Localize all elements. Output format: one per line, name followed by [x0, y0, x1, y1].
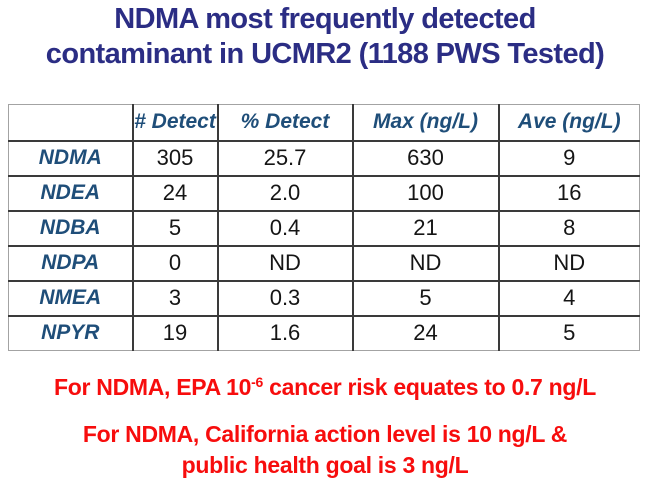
- row-label: NPYR: [8, 314, 134, 351]
- cell-pct-detect: 1.6: [216, 314, 354, 351]
- table-row-ndba: NDBA 5 0.4 21 8: [8, 209, 640, 247]
- cell-ave: 9: [497, 139, 640, 177]
- note1-superscript: -6: [251, 374, 263, 390]
- cell-ave: ND: [497, 244, 640, 282]
- row-label: NDBA: [8, 209, 134, 247]
- cell-num-detect: 0: [131, 244, 219, 282]
- note1-prefix: For NDMA, EPA 10: [54, 374, 252, 400]
- cell-pct-detect: 0.3: [216, 279, 354, 317]
- table-row-ndma: NDMA 305 25.7 630 9: [8, 139, 640, 177]
- cell-max: ND: [351, 244, 500, 282]
- cell-num-detect: 24: [131, 174, 219, 212]
- row-label: NDEA: [8, 174, 134, 212]
- note2-line1: For NDMA, California action level is 10 …: [82, 421, 568, 447]
- cell-ave: 8: [497, 209, 640, 247]
- cell-max: 630: [351, 139, 500, 177]
- slide-title-line2: contaminant in UCMR2 (1188 PWS Tested): [45, 38, 605, 70]
- table-row-ndpa: NDPA 0 ND ND ND: [8, 244, 640, 282]
- table-row-nmea: NMEA 3 0.3 5 4: [8, 279, 640, 317]
- cell-ave: 4: [497, 279, 640, 317]
- col-header-num-detect: # Detect: [131, 104, 219, 142]
- cell-pct-detect: 2.0: [216, 174, 354, 212]
- california-action-level-note: For NDMA, California action level is 10 …: [0, 419, 650, 481]
- cell-pct-detect: ND: [216, 244, 354, 282]
- note1-suffix: cancer risk equates to 0.7 ng/L: [263, 374, 596, 400]
- cell-num-detect: 305: [131, 139, 219, 177]
- row-label: NDMA: [8, 139, 134, 177]
- note2-line2: public health goal is 3 ng/L: [181, 452, 469, 478]
- cell-max: 24: [351, 314, 500, 351]
- cell-num-detect: 19: [131, 314, 219, 351]
- cell-num-detect: 5: [131, 209, 219, 247]
- cell-pct-detect: 0.4: [216, 209, 354, 247]
- row-label: NDPA: [8, 244, 134, 282]
- col-header-empty: [8, 104, 134, 142]
- slide-title: NDMA most frequently detected contaminan…: [0, 2, 650, 72]
- cell-pct-detect: 25.7: [216, 139, 354, 177]
- table-row-ndea: NDEA 24 2.0 100 16: [8, 174, 640, 212]
- table-row-npyr: NPYR 19 1.6 24 5: [8, 314, 640, 351]
- slide-title-line1: NDMA most frequently detected: [114, 3, 536, 35]
- cell-num-detect: 3: [131, 279, 219, 317]
- col-header-max: Max (ng/L): [351, 104, 500, 142]
- cell-max: 21: [351, 209, 500, 247]
- col-header-pct-detect: % Detect: [216, 104, 354, 142]
- cell-ave: 16: [497, 174, 640, 212]
- cell-max: 100: [351, 174, 500, 212]
- row-label: NMEA: [8, 279, 134, 317]
- epa-cancer-risk-note: For NDMA, EPA 10-6 cancer risk equates t…: [0, 374, 650, 401]
- cell-max: 5: [351, 279, 500, 317]
- col-header-ave: Ave (ng/L): [497, 104, 640, 142]
- table-header-row: # Detect % Detect Max (ng/L) Ave (ng/L): [8, 104, 640, 142]
- detection-results-table: # Detect % Detect Max (ng/L) Ave (ng/L) …: [8, 104, 640, 351]
- cell-ave: 5: [497, 314, 640, 351]
